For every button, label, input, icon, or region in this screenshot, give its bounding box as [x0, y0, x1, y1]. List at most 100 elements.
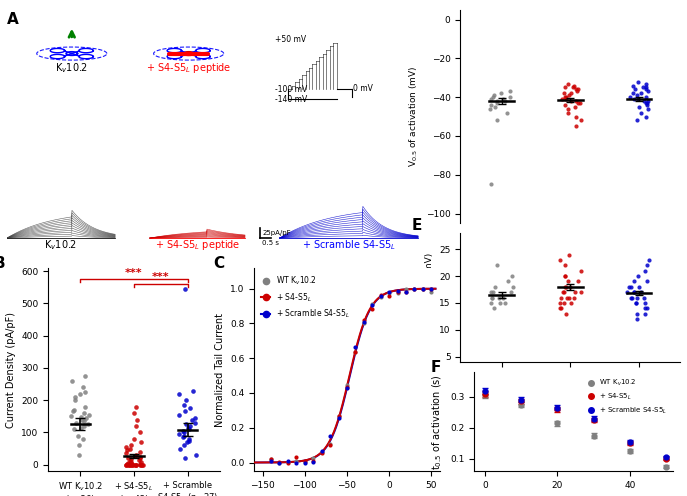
Point [75, 390, 86, 398]
Point [500, 97, 511, 105]
Point [179, 408, 190, 416]
Point [316, 448, 327, 456]
Point [409, 285, 420, 293]
Point [69, 396, 80, 404]
Point [486, 288, 497, 296]
Point [67, 408, 78, 416]
Point [502, 278, 513, 286]
Point [129, 452, 140, 460]
Point [625, 283, 636, 291]
Point [401, 285, 412, 293]
Point [564, 91, 575, 99]
Point [282, 457, 293, 465]
Point [631, 294, 642, 302]
Point [135, 448, 146, 456]
Point [570, 85, 581, 93]
Point [559, 288, 570, 296]
Point [77, 383, 88, 391]
Text: F: F [430, 360, 440, 375]
Point [181, 438, 192, 446]
Point [308, 454, 319, 462]
Point [489, 305, 500, 312]
Point [635, 89, 646, 97]
Text: + S4-S5$_L$ peptide: + S4-S5$_L$ peptide [155, 238, 240, 252]
Point [642, 99, 653, 107]
Point [638, 83, 649, 91]
Point [177, 434, 188, 441]
Point [324, 440, 335, 448]
Point [488, 93, 499, 101]
Point [359, 316, 370, 324]
Point [643, 105, 654, 113]
Point [174, 430, 185, 438]
Point [555, 294, 566, 302]
Point [316, 449, 327, 457]
Point [638, 97, 649, 105]
Point [562, 80, 573, 88]
Point [82, 421, 93, 429]
Point [573, 99, 584, 107]
Point [184, 422, 195, 430]
Point [189, 414, 200, 422]
Point [120, 449, 131, 457]
Point [120, 461, 131, 469]
Point [383, 293, 394, 301]
Point [189, 419, 200, 427]
Point [375, 293, 386, 301]
Point [557, 288, 568, 296]
Y-axis label: Normalized Tail Current: Normalized Tail Current [214, 312, 225, 427]
Point [83, 411, 94, 419]
Point [333, 412, 344, 420]
Point [383, 288, 394, 296]
Point [629, 95, 640, 103]
Point [629, 288, 640, 296]
Point [179, 285, 190, 293]
Point [507, 272, 518, 280]
Point [489, 283, 500, 291]
Point [71, 419, 82, 427]
Point [633, 78, 644, 86]
Point [627, 89, 638, 97]
Point [181, 396, 192, 404]
Point [126, 461, 137, 469]
Point [300, 458, 311, 466]
Point [133, 456, 144, 464]
Point [633, 103, 644, 111]
Point [485, 299, 496, 307]
Point [121, 460, 132, 468]
Point [300, 458, 311, 466]
Point [508, 283, 519, 291]
Point [574, 99, 585, 107]
Point [643, 256, 654, 264]
Point [131, 451, 142, 459]
Point [642, 97, 653, 105]
Point [638, 294, 649, 302]
Point [560, 261, 571, 269]
Point [486, 95, 497, 103]
Point [174, 411, 185, 419]
Point [632, 95, 643, 103]
Point [554, 256, 565, 264]
Point [565, 97, 576, 105]
Point [558, 89, 569, 97]
Point [626, 294, 637, 302]
Point [417, 285, 428, 293]
Point [563, 105, 574, 113]
Point [570, 103, 581, 111]
Point [121, 461, 132, 469]
Point [125, 457, 136, 465]
Text: B: B [0, 255, 5, 271]
Point [66, 377, 77, 385]
Point [125, 461, 136, 469]
Point [622, 288, 633, 296]
Y-axis label: Current Density (pA/pF): Current Density (pA/pF) [5, 311, 16, 428]
Point [417, 285, 428, 293]
Point [633, 272, 644, 280]
Point [367, 305, 378, 312]
Point [560, 272, 571, 280]
Point [274, 458, 285, 466]
Point [183, 436, 194, 444]
Point [627, 294, 638, 302]
Point [179, 432, 190, 439]
Point [555, 305, 566, 312]
